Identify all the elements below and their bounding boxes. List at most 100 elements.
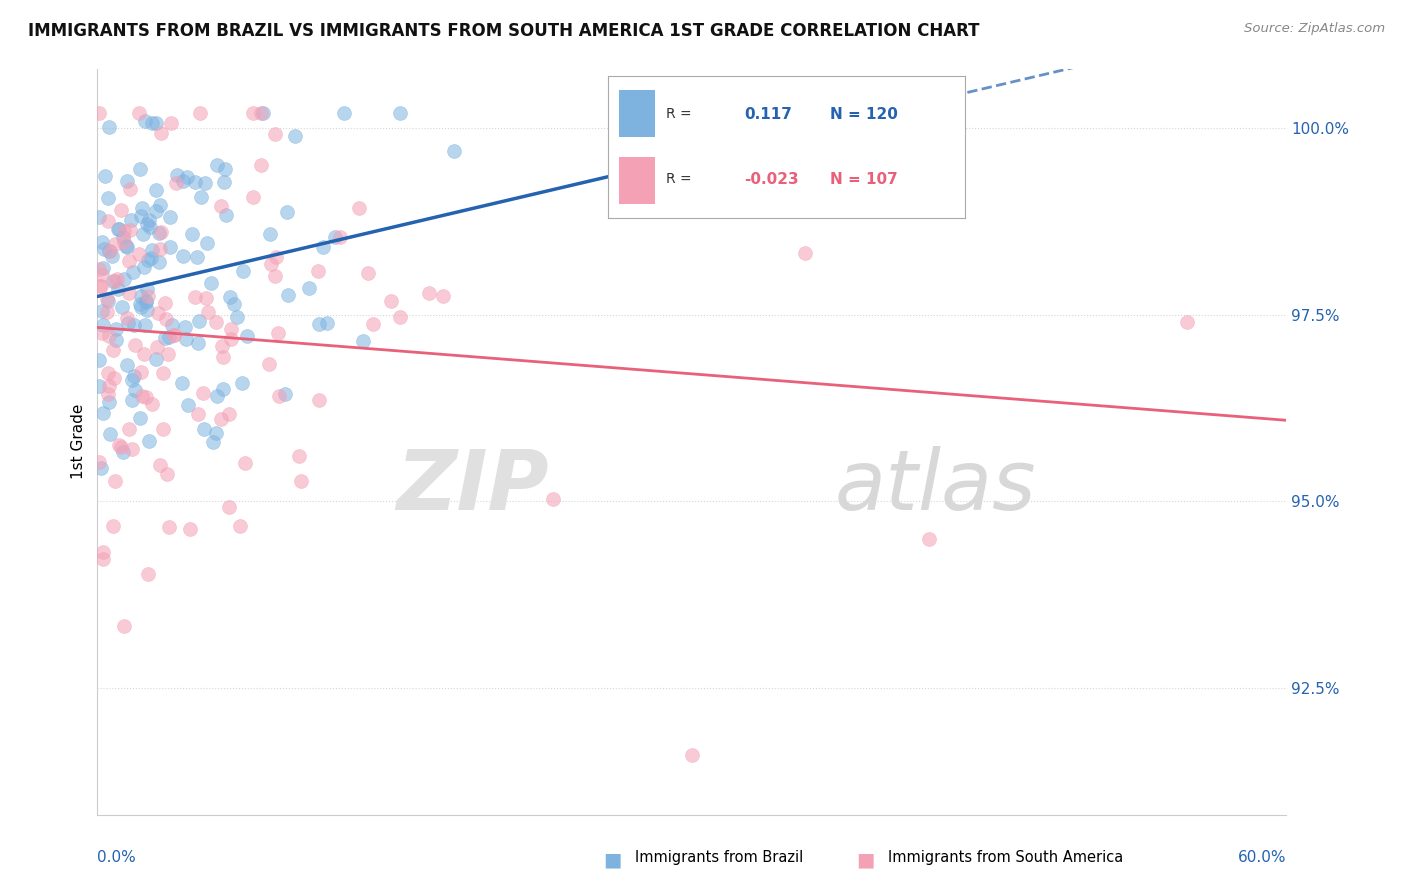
Point	[115, 174, 138, 188]
Point	[131, 201, 153, 215]
Text: 60.0%: 60.0%	[1237, 850, 1286, 865]
Point	[89, 353, 111, 368]
Point	[145, 340, 167, 354]
Point	[267, 326, 290, 341]
Point	[157, 329, 180, 343]
Point	[681, 747, 703, 762]
Point	[121, 442, 143, 457]
Point	[103, 343, 125, 357]
Point	[97, 387, 120, 401]
Point	[101, 274, 124, 288]
Text: Immigrants from South America: Immigrants from South America	[889, 850, 1123, 865]
Point	[98, 244, 121, 258]
Point	[145, 183, 167, 197]
Point	[165, 176, 187, 190]
Text: Source: ZipAtlas.com: Source: ZipAtlas.com	[1244, 22, 1385, 36]
Point	[197, 305, 219, 319]
Point	[117, 316, 139, 330]
Point	[134, 318, 156, 333]
Point	[160, 116, 183, 130]
Point	[90, 304, 112, 318]
Point	[260, 257, 283, 271]
Point	[209, 412, 232, 426]
Point	[308, 392, 330, 407]
Point	[90, 279, 112, 293]
Text: ■: ■	[603, 850, 621, 869]
Point	[316, 316, 339, 330]
Point	[329, 230, 352, 244]
Point	[793, 246, 815, 260]
Point	[89, 455, 111, 469]
Point	[287, 450, 309, 464]
Point	[111, 229, 134, 244]
Point	[148, 306, 170, 320]
Point	[131, 209, 153, 223]
Point	[90, 461, 112, 475]
Point	[145, 115, 167, 129]
Point	[149, 225, 172, 239]
Point	[91, 406, 114, 420]
Point	[97, 191, 120, 205]
Point	[104, 274, 127, 288]
Point	[211, 350, 233, 364]
Point	[153, 331, 176, 345]
Point	[180, 227, 202, 241]
Point	[111, 300, 134, 314]
Y-axis label: 1st Grade: 1st Grade	[72, 404, 86, 479]
Point	[186, 250, 208, 264]
Point	[195, 235, 218, 250]
Point	[274, 387, 297, 401]
Point	[380, 294, 402, 309]
Point	[105, 333, 128, 347]
Point	[188, 106, 211, 120]
Point	[212, 175, 235, 189]
Point	[134, 114, 156, 128]
Point	[308, 317, 330, 331]
Point	[112, 235, 135, 249]
Point	[111, 445, 134, 459]
Point	[141, 116, 163, 130]
Point	[108, 438, 131, 452]
Point	[115, 240, 138, 254]
Point	[139, 251, 162, 265]
Point	[249, 106, 271, 120]
Point	[121, 373, 143, 387]
Point	[136, 302, 159, 317]
Point	[129, 366, 152, 380]
Point	[100, 249, 122, 263]
Point	[93, 242, 115, 256]
Point	[132, 227, 155, 242]
Point	[242, 190, 264, 204]
Point	[97, 329, 120, 343]
Point	[124, 338, 146, 352]
Point	[105, 272, 128, 286]
Point	[112, 619, 135, 633]
Point	[89, 106, 111, 120]
Point	[172, 174, 194, 188]
Point	[176, 332, 198, 346]
Point	[200, 277, 222, 291]
Point	[204, 425, 226, 440]
Point	[207, 389, 229, 403]
Point	[128, 162, 150, 177]
Point	[128, 246, 150, 260]
Point	[432, 289, 454, 303]
Point	[89, 210, 111, 224]
Point	[218, 500, 240, 515]
Point	[136, 253, 159, 268]
Point	[90, 235, 112, 249]
Point	[115, 358, 138, 372]
Point	[91, 260, 114, 275]
Point	[205, 315, 228, 329]
Point	[156, 346, 179, 360]
Point	[284, 128, 307, 143]
Point	[128, 410, 150, 425]
Point	[141, 396, 163, 410]
Point	[149, 458, 172, 473]
Point	[135, 282, 157, 296]
Point	[218, 407, 240, 421]
Point	[1175, 315, 1198, 329]
Text: ■: ■	[856, 850, 875, 869]
Point	[252, 106, 274, 120]
Point	[232, 264, 254, 278]
